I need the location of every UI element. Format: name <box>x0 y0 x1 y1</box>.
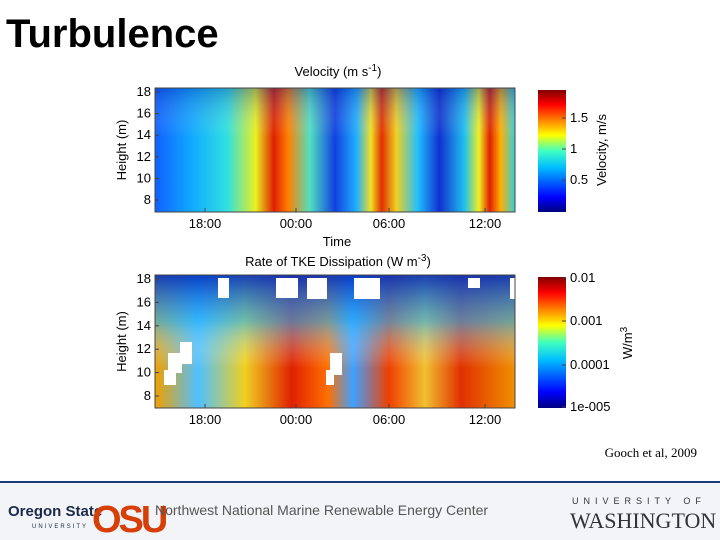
colorbar-tick-label: 0.001 <box>570 313 603 328</box>
footer-band <box>0 482 720 540</box>
x-tick-label: 12:00 <box>469 412 502 427</box>
panel-title-part: Rate of TKE Dissipation (W m <box>245 254 417 269</box>
colorbar-tick-label: 1.5 <box>570 110 588 125</box>
x-tick-label: 12:00 <box>469 216 502 231</box>
y-tick-label: 16 <box>137 106 151 121</box>
osu-logo: OSU <box>92 499 167 540</box>
y-axis-label: Height (m) <box>114 311 129 372</box>
y-tick-label: 8 <box>144 388 151 403</box>
y-tick-label: 10 <box>137 365 151 380</box>
panel-title: Rate of TKE Dissipation (W m-3) <box>245 253 431 270</box>
x-tick-label: 18:00 <box>189 216 222 231</box>
y-axis-label: Height (m) <box>114 120 129 181</box>
colorbar-label-part: W/m <box>620 332 635 359</box>
panel-title: Velocity (m s-1) <box>295 63 382 80</box>
x-tick-label: 00:00 <box>280 216 313 231</box>
slide-title: Turbulence <box>6 12 219 56</box>
colorbar-label-part: 3 <box>619 326 630 332</box>
osu-name: Oregon State <box>8 503 102 520</box>
x-axis-label: Time <box>323 234 351 249</box>
colorbar-label: Velocity, m/s <box>594 114 609 187</box>
panel-title-part: -3 <box>418 253 427 264</box>
missing-data-patches <box>164 278 515 385</box>
velocity-heatmap-shade <box>155 88 515 212</box>
colorbar-tick-label: 0.5 <box>570 172 588 187</box>
colorbar-tick-label: 1e-005 <box>570 399 610 414</box>
uw-university-of: UNIVERSITY OF <box>572 496 706 506</box>
y-tick-label: 18 <box>137 84 151 99</box>
y-tick-label: 10 <box>137 170 151 185</box>
colorbar-tick-label: 0.0001 <box>570 357 610 372</box>
y-tick-label: 16 <box>137 294 151 309</box>
colorbar-tick-label: 0.01 <box>570 270 595 285</box>
x-tick-label: 06:00 <box>373 412 406 427</box>
panel-title-part: ) <box>426 254 430 269</box>
citation: Gooch et al, 2009 <box>605 445 697 460</box>
osu-university: UNIVERSITY <box>32 524 88 530</box>
x-tick-label: 00:00 <box>280 412 313 427</box>
colorbar-tick-label: 1 <box>570 141 577 156</box>
plot-frame <box>154 87 516 213</box>
x-tick-label: 18:00 <box>189 412 222 427</box>
panel-title-part: -1 <box>368 63 377 74</box>
colorbar-label-part: Velocity, m/s <box>594 114 609 187</box>
y-tick-label: 14 <box>137 127 151 142</box>
panel-title-part: Velocity (m s <box>295 64 369 79</box>
y-tick-label: 12 <box>137 341 151 356</box>
y-tick-label: 8 <box>144 192 151 207</box>
plot-frame <box>154 274 516 409</box>
colorbar <box>538 277 566 408</box>
y-tick-label: 18 <box>137 271 151 286</box>
uw-washington: WASHINGTON <box>570 508 716 533</box>
center-name: Northwest National Marine Renewable Ener… <box>155 502 488 518</box>
colorbar <box>538 90 566 212</box>
y-tick-label: 12 <box>137 149 151 164</box>
panel-title-part: ) <box>377 64 381 79</box>
y-tick-label: 14 <box>137 318 151 333</box>
x-tick-label: 06:00 <box>373 216 406 231</box>
dissipation-heatmap-shade <box>155 275 515 408</box>
colorbar-label: W/m3 <box>619 326 636 359</box>
